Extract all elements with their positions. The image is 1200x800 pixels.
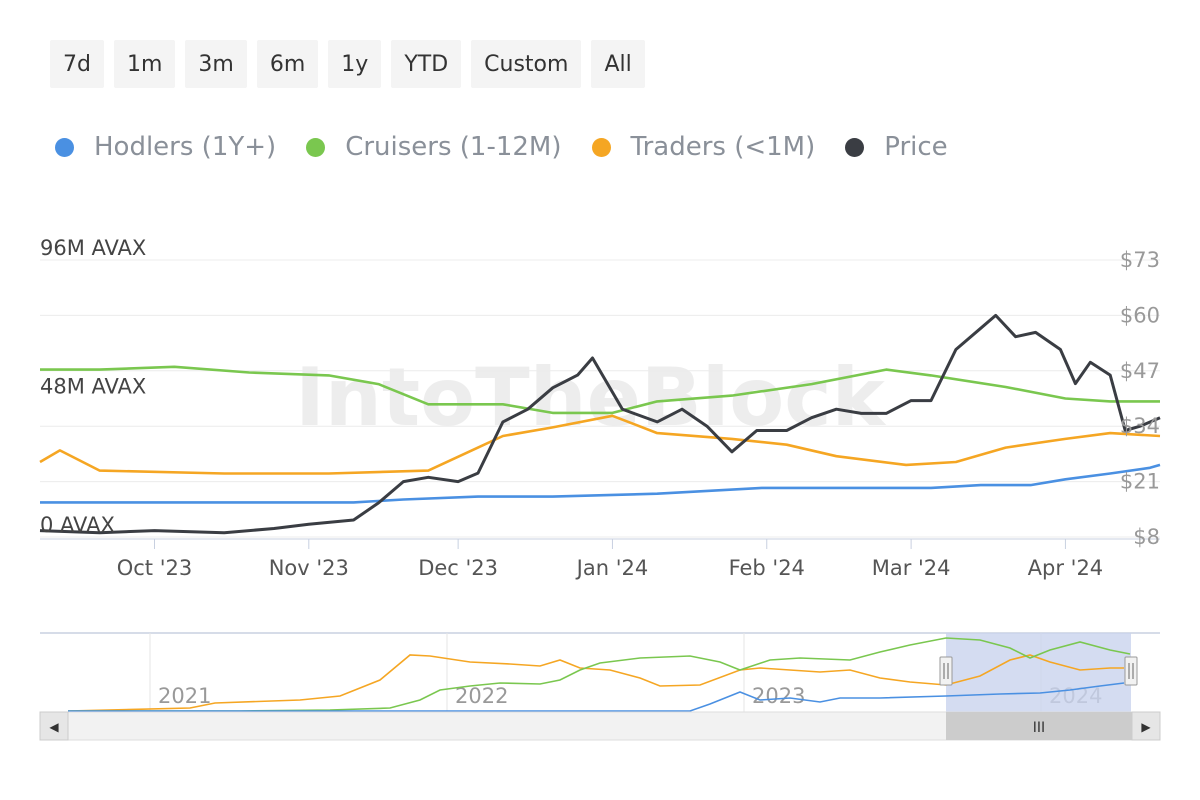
range-button-all[interactable]: All xyxy=(591,40,645,88)
scroll-left-arrow-icon: ◀ xyxy=(49,720,59,734)
navigator-left-handle[interactable] xyxy=(939,656,953,686)
legend-item-hodlers[interactable]: Hodlers (1Y+) xyxy=(55,132,276,162)
scrollbar-grip-icon: III xyxy=(1033,720,1045,736)
x-tick-label: Feb '24 xyxy=(729,556,805,580)
series-line-cruisers-1-12m xyxy=(40,365,1160,415)
legend-item-cruisers[interactable]: Cruisers (1-12M) xyxy=(306,132,562,162)
range-button-7d[interactable]: 7d xyxy=(50,40,104,88)
legend-marker-price xyxy=(845,137,865,157)
scroll-right-arrow-icon: ▶ xyxy=(1141,720,1151,734)
x-tick-label: Apr '24 xyxy=(1028,556,1104,580)
series-line-price xyxy=(39,313,1161,535)
navigator-year-label: 2023 xyxy=(752,684,805,708)
legend-label-hodlers: Hodlers (1Y+) xyxy=(94,132,277,162)
series-line-traders-1m xyxy=(39,414,1161,475)
legend-label-traders: Traders (<1M) xyxy=(630,132,816,162)
range-button-1y[interactable]: 1y xyxy=(328,40,382,88)
navigator-line-hodlers xyxy=(68,682,1125,712)
x-tick-label: Jan '24 xyxy=(575,556,649,580)
legend-marker-hodlers xyxy=(55,137,74,157)
y-right-tick-label: $73 xyxy=(1120,248,1160,272)
legend-item-traders[interactable]: Traders (<1M) xyxy=(591,132,816,162)
range-button-ytd[interactable]: YTD xyxy=(391,40,462,88)
navigator-year-label: 2022 xyxy=(455,684,508,708)
range-button-6m[interactable]: 6m xyxy=(256,40,319,88)
legend-label-price: Price xyxy=(884,132,948,162)
y-left-tick-label: 48M AVAX xyxy=(40,375,146,399)
scrollbar-thumb[interactable] xyxy=(946,712,1133,740)
series-line-hodlers-1y xyxy=(40,463,1161,504)
scrollbar-left-button[interactable] xyxy=(39,711,69,741)
x-tick-label: Oct '23 xyxy=(117,556,192,580)
y-right-tick-label: $21 xyxy=(1120,470,1160,494)
chart-legend: Hodlers (1Y+) Cruisers (1-12M) Traders (… xyxy=(55,132,948,162)
navigator-right-handle[interactable] xyxy=(1124,656,1138,686)
y-right-tick-label: $8 xyxy=(1133,525,1160,549)
legend-marker-traders xyxy=(591,137,611,157)
legend-item-price[interactable]: Price xyxy=(845,132,948,162)
y-right-tick-label: $47 xyxy=(1120,359,1160,383)
y-right-tick-label: $34 xyxy=(1120,414,1160,438)
range-button-3m[interactable]: 3m xyxy=(185,40,247,88)
watermark-logo: IntoTheBlock xyxy=(295,351,886,444)
range-button-custom[interactable]: Custom xyxy=(471,40,582,88)
navigator-line-traders xyxy=(67,654,1124,712)
y-left-tick-label: 0 AVAX xyxy=(40,513,115,537)
navigator-line-cruisers xyxy=(68,637,1131,712)
legend-marker-cruisers xyxy=(306,137,326,157)
x-tick-label: Mar '24 xyxy=(872,556,951,580)
range-button-1m[interactable]: 1m xyxy=(113,40,176,88)
navigator-selection-window[interactable] xyxy=(946,633,1131,712)
legend-label-cruisers: Cruisers (1-12M) xyxy=(345,132,562,162)
y-right-tick-label: $60 xyxy=(1120,303,1160,327)
y-left-tick-label: 96M AVAX xyxy=(40,236,146,260)
range-selector: 7d 1m 3m 6m 1y YTD Custom All xyxy=(50,40,645,88)
x-tick-label: Dec '23 xyxy=(418,556,498,580)
navigator-year-label: 2021 xyxy=(158,684,211,708)
scrollbar-right-button[interactable] xyxy=(1131,711,1161,741)
x-tick-label: Nov '23 xyxy=(269,556,349,580)
